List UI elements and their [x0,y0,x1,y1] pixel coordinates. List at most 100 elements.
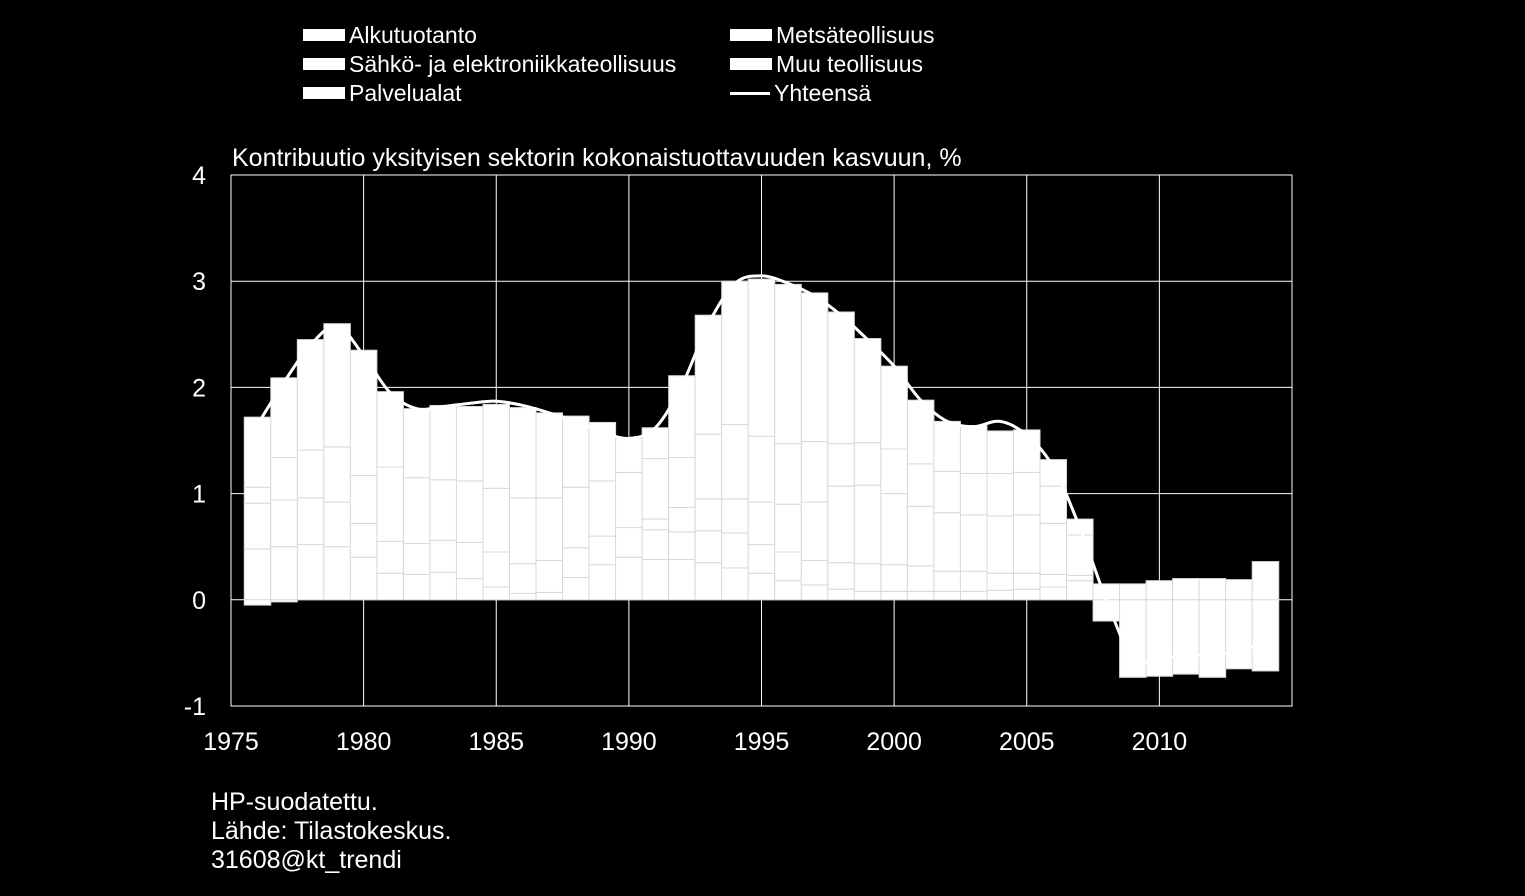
bar-segment [615,556,643,601]
bar-segment [694,498,723,532]
bar-segment [1225,599,1253,670]
bar-segment [562,415,590,488]
bar-segment [1039,522,1068,575]
bar-segment [509,592,537,601]
bar-segment [376,466,404,542]
bar-segment [323,501,351,548]
x-tick-label: 1980 [336,728,392,756]
bar-segment [1198,599,1227,678]
bar-segment [694,314,723,435]
bar-segment [509,563,537,594]
legend-item: Alkutuotanto [303,22,477,48]
bar-segment [827,588,855,601]
note-id: 31608@kt_trendi [211,846,402,874]
bar-segment [641,458,670,520]
bar-segment [694,530,723,564]
bar-segment [774,551,802,582]
bar-segment [986,589,1014,601]
bar-segment [641,518,670,531]
bar-segment [959,472,988,516]
bar-segment [349,349,378,477]
bar-segment [721,532,749,569]
bar-segment [1172,599,1200,675]
bar-segment [800,501,829,562]
bar-segment [429,539,457,573]
legend-item: Sähkö- ja elektroniikkateollisuus [303,51,676,77]
bar-segment [429,571,457,601]
y-axis-ticks: 4 3 2 1 0 -1 [184,162,206,721]
bar-segment [774,503,802,553]
bar-segment [1012,514,1041,574]
y-tick-label: 1 [192,481,206,509]
legend-label: Alkutuotanto [349,21,477,48]
bar-segment [429,479,457,541]
bar-segment [455,578,484,601]
bar-segment [906,590,935,601]
bar-segment [349,522,378,558]
legend-line-swatch [730,91,770,95]
chart-bars [243,278,1280,678]
bar-segment [774,580,802,601]
x-tick-label: 1995 [734,728,790,756]
bar-segment [1172,578,1200,601]
bar-segment [270,456,298,501]
bar-segment [1145,599,1174,677]
bar-segment [959,570,988,592]
legend-swatch [303,29,345,41]
bar-segment [959,590,988,601]
legend-swatch [303,58,345,70]
bar-segment [323,446,351,503]
bar-segment [376,391,404,468]
bar-segment [1251,561,1280,601]
bar-segment [270,377,298,458]
bar-segment [880,365,908,450]
bar-segment [933,590,961,601]
bar-segment [1198,578,1227,601]
bar-segment [853,484,882,565]
bar-segment [986,472,1014,517]
bar-segment [349,556,378,601]
bar-segment [615,527,643,558]
bar-segment [641,427,670,460]
total-line [256,274,1266,665]
note-source: Lähde: Tilastokeskus. [211,817,452,845]
legend-label: Yhteensä [774,79,872,106]
bar-segment [986,572,1014,591]
bar-segment [959,514,988,572]
bar-segment [1066,534,1094,576]
bar-segment [800,441,829,503]
bar-segment [933,470,961,514]
bar-segment [402,543,431,575]
y-tick-label: 4 [192,162,206,190]
bar-segment [402,477,431,545]
bar-segment [747,572,776,601]
legend-item: Palvelualat [303,80,462,106]
bar-segment [1119,583,1147,601]
y-tick-label: -1 [184,693,206,721]
bar-segment [455,406,484,482]
bar-segment [243,416,272,488]
bar-segment [509,407,537,499]
bar-segment [509,497,537,565]
bar-segment [562,486,590,549]
plot-frame [230,174,1293,707]
legend-item: Yhteensä [730,80,871,106]
bar-segment [615,471,643,529]
x-axis-ticks: 1975 1980 1985 1990 1995 2000 2005 2010 [203,728,1187,756]
bar-segment [774,443,802,505]
bar-segment [986,515,1014,574]
bar-segment [588,535,617,566]
bar-segment [562,576,590,601]
bar-segment [270,546,298,601]
bar-segment [721,280,749,426]
bar-segment [774,283,802,445]
legend-item: Metsäteollisuus [730,22,935,48]
legend-item: Muu teollisuus [730,51,923,77]
bar-segment [1012,471,1041,516]
bar-segment [800,292,829,443]
bar-segment [747,435,776,503]
legend-swatch [303,87,345,99]
bar-segment [906,565,935,592]
bar-segment [535,412,564,499]
